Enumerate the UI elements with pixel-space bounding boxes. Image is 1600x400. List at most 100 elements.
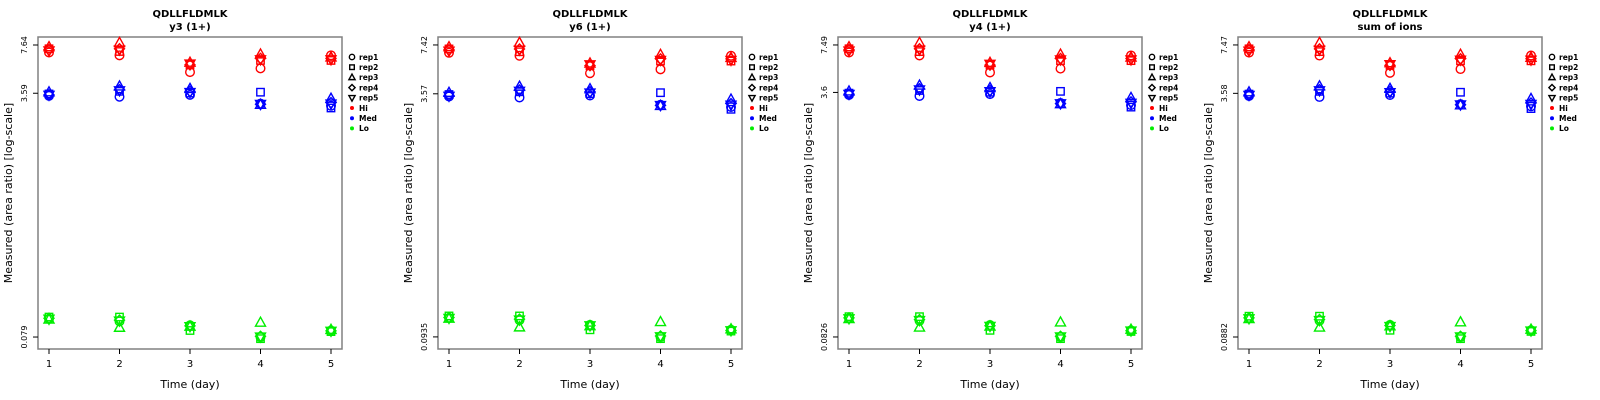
legend-label-lo: Lo <box>759 124 769 133</box>
data-point-lo-rep5-day5 <box>724 326 738 338</box>
panel-svg: QDLLFLDMLK y4 (1+) 7.49 3.6 0.0826 1 2 3 4 5 Time … <box>802 9 1178 391</box>
legend-symbol-rep1 <box>348 53 356 61</box>
data-point-hi-rep3-day1 <box>842 40 856 52</box>
data-point-lo-rep5-day3 <box>983 321 997 333</box>
data-point-med-rep5-day5 <box>724 100 738 112</box>
y-tick-label: 0.0882 <box>1220 323 1229 351</box>
data-point-lo-rep5-day2 <box>1313 315 1326 327</box>
data-point-hi-rep3-day1 <box>1242 40 1256 52</box>
legend-symbol-rep4 <box>1147 83 1157 92</box>
data-point-hi-rep5-day3 <box>1383 59 1397 72</box>
legend-label-hi: Hi <box>1159 104 1168 113</box>
legend-label-rep4: rep4 <box>1559 83 1578 92</box>
y-tick-label: 3.6 <box>820 86 829 99</box>
data-point-hi-rep4-day5 <box>1525 52 1537 65</box>
panel-svg: QDLLFLDMLK y6 (1+) 7.42 3.57 0.0935 1 2 3 4 5 Time… <box>402 9 778 391</box>
data-point-lo-rep3-day2 <box>513 320 526 332</box>
legend-symbol-rep3 <box>747 72 757 81</box>
x-tick-label: 4 <box>257 359 263 370</box>
data-point-lo-rep3-day4 <box>1454 315 1467 327</box>
legend-label-hi: Hi <box>1559 104 1568 113</box>
legend-label-rep1: rep1 <box>1559 53 1578 62</box>
data-point-med-rep5-day1 <box>442 91 456 103</box>
data-point-hi-rep5-day5 <box>324 55 338 67</box>
legend-label-rep3: rep3 <box>359 73 378 82</box>
data-point-lo-rep5-day1 <box>1242 314 1256 326</box>
data-point-lo-rep3-day2 <box>1313 320 1326 332</box>
legend-symbol-rep2 <box>349 64 355 71</box>
panel-title: QDLLFLDMLK <box>552 9 628 20</box>
legend-dot-hi <box>1550 106 1554 110</box>
data-point-lo-rep5-day2 <box>513 315 526 327</box>
data-point-med-rep4-day5 <box>1125 95 1137 108</box>
legend-label-rep5: rep5 <box>359 94 378 103</box>
data-point-med-rep5-day5 <box>324 99 338 111</box>
data-point-hi-rep3-day4 <box>654 47 667 60</box>
legend-label-med: Med <box>359 114 377 123</box>
data-point-med-rep3-day2 <box>113 79 126 91</box>
legend-symbol-rep4 <box>747 83 757 92</box>
data-point-lo-rep5-day1 <box>842 314 856 326</box>
data-point-med-rep5-day1 <box>42 90 56 102</box>
x-tick-label: 1 <box>446 359 452 370</box>
y-axis-label: Measured (area ratio) [log-scale] <box>2 103 15 283</box>
data-point-med-rep5-day2 <box>513 86 526 98</box>
panel-subtitle: y4 (1+) <box>969 22 1010 33</box>
data-point-hi-rep4-day5 <box>1125 52 1137 65</box>
x-tick-label: 1 <box>46 359 52 370</box>
data-point-med-rep3-day3 <box>583 82 597 94</box>
data-point-med-rep5-day4 <box>1054 99 1067 111</box>
data-point-hi-rep4-day4 <box>1454 52 1467 65</box>
x-tick-label: 2 <box>116 359 122 370</box>
panel-title: QDLLFLDMLK <box>1352 9 1428 20</box>
data-point-med-rep5-day2 <box>113 86 126 98</box>
data-point-med-rep3-day5 <box>324 91 338 103</box>
data-point-hi-rep5-day3 <box>583 60 597 72</box>
legend-dot-med <box>1550 116 1554 121</box>
data-point-med-rep5-day5 <box>1524 99 1538 111</box>
data-point-hi-rep3-day4 <box>254 47 267 59</box>
data-point-hi-rep5-day4 <box>1054 55 1067 67</box>
legend-label-rep4: rep4 <box>359 83 378 92</box>
legend-dot-hi <box>350 106 354 110</box>
x-axis-label: Time (day) <box>159 378 219 391</box>
y-axis-label: Measured (area ratio) [log-scale] <box>1202 103 1215 283</box>
legend-symbol-rep2 <box>1549 64 1555 71</box>
legend-label-hi: Hi <box>359 104 368 113</box>
data-point-lo-rep5-day1 <box>42 314 56 326</box>
y-axis-label: Measured (area ratio) [log-scale] <box>402 103 415 283</box>
data-point-med-rep4-day5 <box>1525 97 1537 110</box>
x-tick-label: 3 <box>987 359 993 370</box>
legend-label-rep5: rep5 <box>1159 94 1178 103</box>
data-point-med-rep5-day3 <box>583 88 597 100</box>
data-point-hi-rep3-day1 <box>42 40 56 52</box>
y-tick-label: 3.58 <box>1220 84 1229 102</box>
data-point-med-rep3-day5 <box>1524 92 1538 104</box>
legend-label-rep3: rep3 <box>759 73 778 82</box>
legend-dot-lo <box>750 126 754 131</box>
data-point-med-rep5-day4 <box>654 100 667 113</box>
data-point-med-rep5-day3 <box>183 87 197 100</box>
data-point-hi-rep3-day2 <box>913 35 926 48</box>
legend-label-rep1: rep1 <box>1159 53 1178 62</box>
x-tick-label: 4 <box>1057 359 1063 370</box>
data-point-hi-rep3-day2 <box>513 35 526 48</box>
data-point-hi-rep5-day1 <box>42 46 56 58</box>
data-point-lo-rep5-day4 <box>254 332 267 344</box>
legend-label-rep4: rep4 <box>759 83 778 92</box>
legend-label-rep3: rep3 <box>1559 73 1578 82</box>
legend-symbol-rep3 <box>347 72 357 81</box>
y-tick-label: 7.42 <box>420 36 429 54</box>
x-tick-label: 5 <box>1128 359 1134 370</box>
data-point-med-rep1-day2 <box>514 92 525 103</box>
data-point-lo-rep5-day5 <box>324 326 338 338</box>
data-point-med-rep1-day2 <box>914 90 925 101</box>
data-point-hi-rep5-day5 <box>1524 55 1538 67</box>
y-tick-label: 7.49 <box>820 36 829 54</box>
y-tick-label: 3.57 <box>420 85 429 103</box>
legend-label-rep5: rep5 <box>1559 94 1578 103</box>
chart-panel-y6-1-: QDLLFLDMLK y6 (1+) 7.42 3.57 0.0935 1 2 3 4 5 Time… <box>400 0 800 400</box>
data-point-lo-rep5-day1 <box>442 313 456 325</box>
legend-label-med: Med <box>759 114 777 123</box>
